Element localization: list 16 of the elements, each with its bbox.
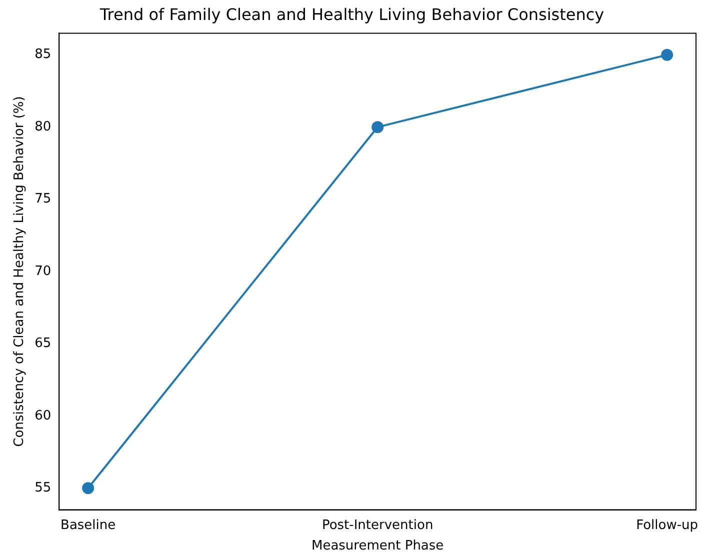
point <box>82 482 94 494</box>
chart-title: Trend of Family Clean and Healthy Living Behavior Consistency <box>98 4 604 24</box>
y-tick-label: 80 <box>34 119 52 134</box>
x-tick-label: Baseline <box>60 518 116 533</box>
y-tick-label: 75 <box>34 192 52 207</box>
y-tick-label: 85 <box>34 47 52 62</box>
y-axis-title: Consistency of Clean and Healthy Living Behavior (%) <box>12 96 28 447</box>
x-tick-label: Follow-up <box>636 518 698 533</box>
x-axis-title: Measurement Phase <box>311 538 444 554</box>
y-tick-label: 70 <box>34 264 52 279</box>
y-tick-label: 60 <box>34 408 52 424</box>
y-tick-label: 65 <box>34 336 52 352</box>
point <box>372 121 384 134</box>
y-tick-label: 55 <box>34 480 52 496</box>
x-tick-label: Post-Intervention <box>322 518 434 533</box>
point <box>661 48 674 61</box>
